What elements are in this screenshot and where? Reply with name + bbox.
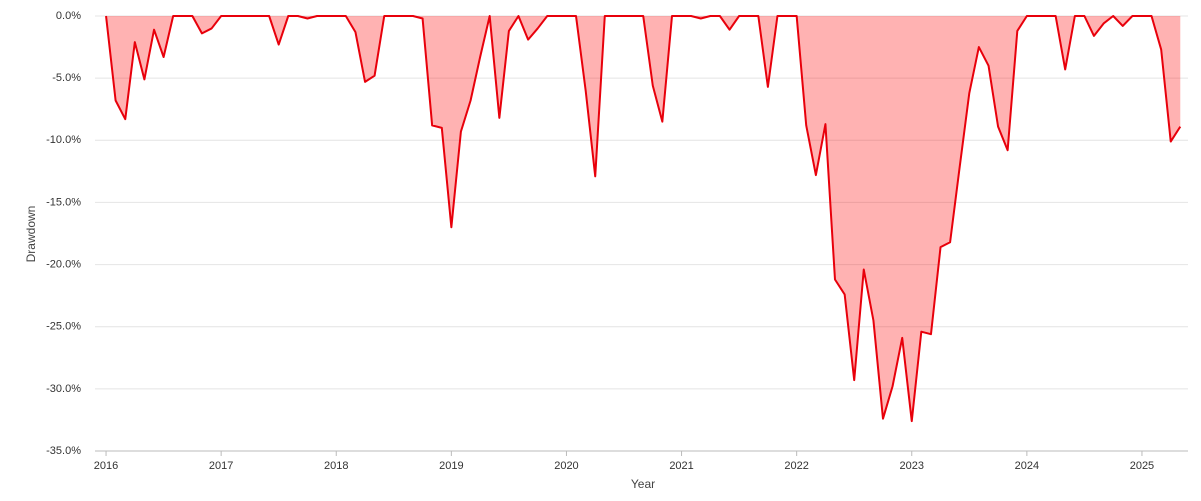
x-tick-label: 2020 bbox=[554, 460, 578, 472]
y-tick-label: -10.0% bbox=[46, 134, 81, 146]
y-tick-label: -30.0% bbox=[46, 383, 81, 395]
y-axis-title: Drawdown bbox=[24, 206, 38, 263]
x-tick-label: 2022 bbox=[784, 460, 808, 472]
x-tick-label: 2018 bbox=[324, 460, 348, 472]
x-tick-label: 2024 bbox=[1015, 460, 1039, 472]
y-tick-label: -25.0% bbox=[46, 321, 81, 333]
x-tick-label: 2019 bbox=[439, 460, 463, 472]
x-tick-label: 2021 bbox=[669, 460, 693, 472]
x-tick-label: 2023 bbox=[900, 460, 924, 472]
y-tick-label: -15.0% bbox=[46, 196, 81, 208]
y-tick-label: -35.0% bbox=[46, 445, 81, 457]
x-tick-label: 2017 bbox=[209, 460, 233, 472]
drawdown-area bbox=[106, 16, 1181, 422]
drawdown-line bbox=[105, 15, 1182, 423]
x-axis-title: Year bbox=[631, 477, 655, 491]
y-tick-label: -20.0% bbox=[46, 258, 81, 270]
x-tick-label: 2025 bbox=[1130, 460, 1154, 472]
x-tick-label: 2016 bbox=[94, 460, 118, 472]
y-tick-label: -5.0% bbox=[52, 72, 81, 84]
y-tick-label: 0.0% bbox=[56, 10, 81, 22]
